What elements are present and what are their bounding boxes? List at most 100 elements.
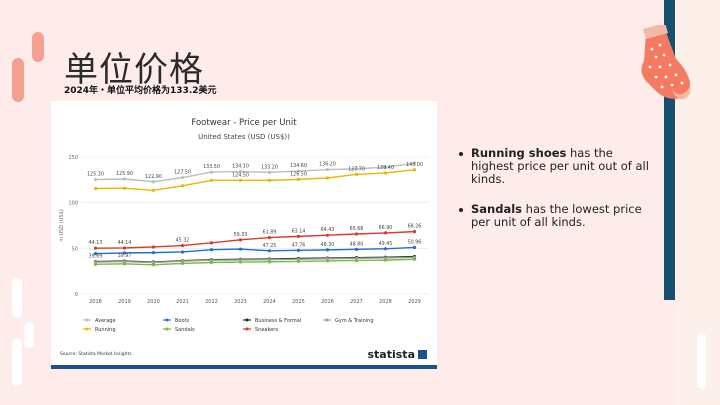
data-point [209, 170, 214, 174]
accent-bar [664, 0, 675, 300]
data-point [383, 258, 388, 262]
data-label: 134.10 [232, 164, 249, 170]
bullet-bold: Sandals [471, 202, 523, 216]
decorative-pill [697, 333, 706, 389]
x-tick-label: 2024 [263, 299, 276, 305]
data-point [180, 250, 185, 254]
data-label: 47.76 [292, 242, 306, 248]
data-label: 44.13 [89, 240, 103, 246]
data-point [354, 247, 359, 251]
data-point [151, 245, 156, 249]
legend-marker [165, 327, 169, 331]
x-tick-label: 2023 [234, 299, 247, 305]
data-label: 127.50 [174, 170, 191, 176]
data-point [325, 257, 330, 261]
data-point [267, 258, 272, 262]
legend-marker [85, 318, 89, 322]
data-point [151, 180, 156, 184]
series-line [95, 169, 415, 192]
page-title: 单位价格 [64, 50, 204, 90]
sock-icon [641, 25, 691, 100]
series-line [95, 230, 415, 249]
data-label: 48.30 [321, 242, 335, 248]
data-label: 133.20 [261, 164, 278, 170]
data-point [296, 259, 301, 263]
data-point [325, 176, 330, 180]
x-tick-label: 2029 [408, 299, 421, 305]
x-tick-label: 2018 [89, 299, 102, 305]
data-label: 126.50 [290, 171, 307, 177]
data-point [412, 161, 417, 165]
data-point [180, 259, 185, 263]
series-line [95, 258, 415, 266]
data-point [151, 251, 156, 255]
decorative-pill [32, 32, 44, 62]
decorative-pill [24, 322, 34, 348]
bullet-dot [459, 208, 463, 212]
bullet-item: Sandals has the lowest price per unit of… [457, 203, 657, 229]
data-point [151, 263, 156, 267]
data-point [325, 168, 330, 172]
data-point [180, 243, 185, 248]
data-label: 122.90 [145, 174, 162, 180]
y-tick-label: 50 [72, 246, 78, 252]
data-point [383, 171, 388, 175]
statista-logo-mark [418, 350, 427, 359]
data-point [267, 178, 272, 182]
data-point [383, 165, 388, 169]
data-point [93, 260, 98, 264]
data-label: 133.50 [203, 164, 220, 170]
data-point [93, 252, 98, 256]
chart-source: Source: Statista Market Insights [60, 352, 132, 357]
decorative-pill [12, 58, 24, 102]
x-tick-label: 2027 [350, 299, 363, 305]
bullet-dot [459, 152, 463, 156]
data-point [354, 167, 359, 171]
chart-title: Footwear - Price per Unit [191, 118, 297, 128]
x-tick-label: 2020 [147, 299, 160, 305]
legend-label: Gym & Training [335, 318, 374, 324]
data-point [296, 234, 301, 238]
legend-label: Running [95, 327, 116, 333]
bullet-list: Running shoes has the highest price per … [457, 147, 657, 246]
data-label: 47.25 [263, 243, 277, 249]
decorative-pill [12, 278, 22, 318]
y-tick-label: 150 [68, 155, 78, 161]
series-line [95, 256, 415, 264]
data-point [151, 260, 156, 265]
data-label: 63.14 [292, 228, 306, 234]
data-label: 44.14 [118, 240, 132, 246]
data-label: 48.80 [350, 241, 364, 247]
data-point [412, 230, 417, 234]
legend-marker [325, 318, 329, 322]
x-tick-label: 2028 [379, 299, 392, 305]
data-point [354, 232, 359, 236]
legend-marker [85, 327, 89, 331]
chart-subtitle: United States (USD (US$)) [198, 133, 290, 141]
page-subtitle: 2024年・单位平均价格为133.2美元 [64, 86, 217, 96]
legend-marker [245, 327, 249, 331]
data-label: 39.69 [89, 254, 103, 260]
data-point [325, 233, 330, 237]
series-line [95, 162, 415, 183]
data-point [151, 188, 156, 192]
data-point [354, 256, 359, 260]
data-point [209, 178, 214, 182]
data-label: 59.33 [234, 232, 248, 238]
y-axis-label: in USD (US$) [59, 209, 65, 241]
data-point [325, 248, 330, 252]
data-label: 124.50 [232, 172, 249, 178]
data-point [296, 248, 301, 252]
data-point [325, 259, 330, 263]
x-tick-label: 2019 [118, 299, 131, 305]
data-label: 125.30 [87, 172, 104, 178]
data-point [296, 169, 301, 173]
data-label: 134.60 [290, 163, 307, 169]
data-point [180, 184, 185, 188]
data-point [412, 168, 417, 172]
data-point [93, 262, 98, 266]
data-point [267, 170, 272, 174]
data-point [296, 177, 301, 181]
data-point [238, 169, 243, 174]
data-point [209, 260, 214, 265]
